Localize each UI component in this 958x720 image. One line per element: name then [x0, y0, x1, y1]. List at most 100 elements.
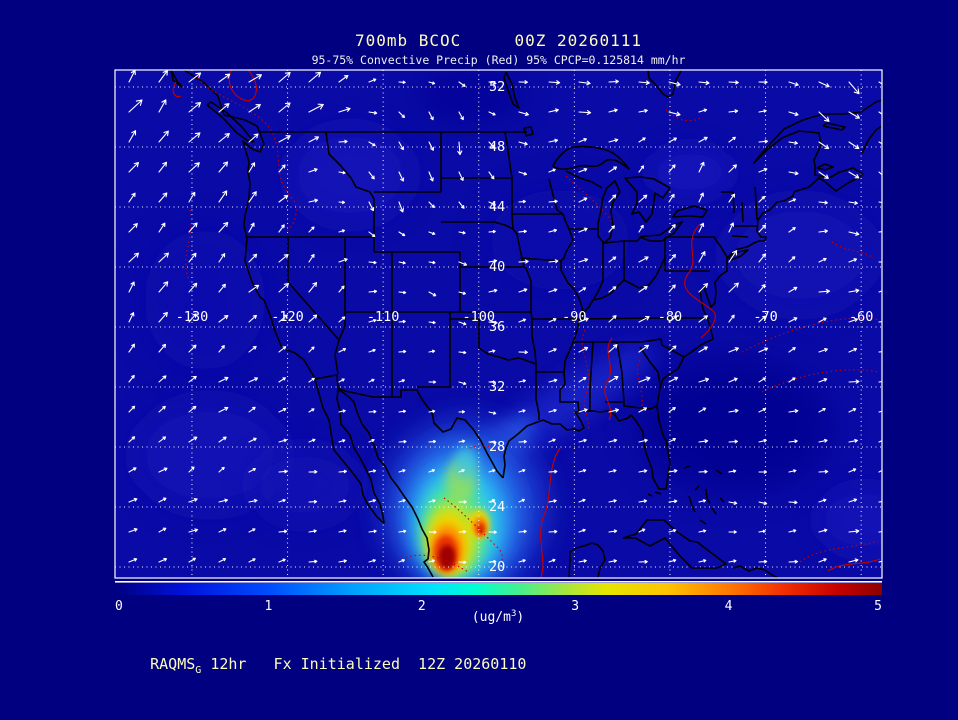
geo-boundary [523, 266, 532, 312]
map-border [114, 69, 883, 579]
colorbar-tick-label: 2 [418, 599, 426, 614]
geo-boundary [519, 257, 562, 262]
geo-boundary [654, 491, 662, 495]
field-blob [640, 360, 830, 490]
geo-boundary [450, 318, 540, 420]
field-blob [135, 400, 285, 510]
geo-boundary [206, 101, 255, 143]
geo-boundary [578, 317, 657, 320]
longitude-label: -130 [176, 309, 209, 325]
longitude-label: -100 [463, 309, 496, 325]
latitude-label: 44 [489, 199, 505, 215]
latitude-label: 24 [489, 499, 505, 515]
geo-boundary [688, 495, 696, 513]
unit-superscript: 3 [511, 609, 516, 619]
geo-boundary [170, 70, 183, 88]
field-blob [477, 523, 485, 535]
colorbar-top-line [115, 581, 882, 583]
field-blob [648, 146, 732, 198]
latitude-label: 28 [489, 439, 505, 455]
geo-boundary [523, 126, 534, 137]
wind-arrow-field [128, 70, 882, 564]
latitude-label: 20 [489, 559, 505, 575]
colorbar-gradient [115, 583, 882, 595]
geo-boundary [568, 542, 606, 578]
precip-contour-solid [228, 70, 257, 102]
geo-boundary [503, 71, 520, 109]
longitude-label: -120 [271, 309, 304, 325]
colorbar-tick-label: 0 [115, 599, 123, 614]
latitude-label: 52 [489, 79, 505, 95]
precip-contour-dotted [637, 359, 643, 413]
page-title: 700mb BCOC 00Z 20260111 [354, 31, 643, 50]
colorbar-tick-label: 1 [264, 599, 272, 614]
field-blob [817, 486, 882, 554]
geo-boundary [548, 178, 584, 415]
geo-boundary [589, 341, 594, 412]
colorbar-tick-label: 5 [874, 599, 882, 614]
geo-boundary [325, 131, 375, 252]
geo-boundary [816, 163, 834, 171]
geo-boundary [639, 221, 683, 242]
precip-contour-dotted [761, 369, 880, 393]
colorbar: 0 1 2 3 4 5 (ug/m3) [115, 581, 882, 625]
geo-boundary [565, 170, 603, 189]
field-blob [415, 70, 525, 125]
geo-boundary [647, 70, 682, 98]
axis-labels: -130 -120 -110 -100 -90 -80 -70 -60 52 48 44 40 36 32… [176, 79, 874, 575]
longitude-label: -110 [367, 309, 400, 325]
geo-boundary [624, 176, 671, 223]
latitude-label: 32 [489, 379, 505, 395]
longitude-label: -70 [753, 309, 777, 325]
precip-contour-solid [604, 337, 613, 421]
precip-contour-solid [540, 447, 561, 578]
precip-contour-dotted [831, 241, 875, 259]
geo-boundary [731, 235, 749, 238]
field-blob [145, 230, 265, 370]
geo-boundary [417, 312, 451, 388]
geo-boundary [694, 485, 700, 491]
longitude-label: -90 [562, 309, 586, 325]
geo-boundary [753, 99, 882, 193]
field-blob [725, 200, 875, 310]
precip-contour-solid [172, 81, 182, 98]
precip-contour-dotted [799, 540, 879, 563]
geo-boundary [715, 469, 723, 475]
geo-boundary [622, 519, 727, 569]
colorbar-tick-label: 3 [571, 599, 579, 614]
colorbar-unit-label: (ug/m3) [472, 609, 524, 625]
precip-contour-dotted [185, 209, 192, 283]
geo-boundary [639, 346, 661, 386]
geo-boundary [616, 341, 658, 410]
colorbar-ticks: 0 1 2 3 4 5 [115, 599, 882, 614]
map-area: -130 -120 -110 -100 -90 -80 -70 -60 52 48 44 40 36 32… [115, 70, 882, 578]
latitude-label: 36 [489, 319, 505, 335]
geo-boundary [711, 507, 717, 515]
geo-boundary [672, 205, 708, 218]
longitude-label: -60 [849, 309, 873, 325]
precip-contour-dotted [565, 175, 613, 223]
field-blob [490, 190, 630, 290]
geo-boundary [552, 145, 630, 170]
geo-boundary [665, 236, 728, 258]
geo-boundary [861, 125, 882, 154]
field-blob [439, 545, 455, 569]
model-caption: RAQMSG 12hr Fx Initialized 12Z 20260110 [114, 637, 526, 691]
geo-boundary [504, 131, 514, 230]
field-blob [250, 447, 360, 523]
precip-contour-dotted [197, 77, 297, 233]
latitude-label: 48 [489, 139, 505, 155]
geo-boundary [732, 565, 779, 578]
geo-boundary [822, 122, 846, 131]
wind-vectors [128, 70, 882, 564]
plot-subtitle: 95-75% Convective Precip (Red) 95% CPCP=… [311, 53, 686, 67]
model-name-subscript: G [195, 665, 202, 676]
latitude-label: 40 [489, 259, 505, 275]
geo-boundary [441, 221, 514, 230]
geo-boundary [705, 488, 711, 505]
geo-boundary [719, 497, 725, 503]
geo-boundary [683, 465, 691, 469]
longitude-label: -80 [658, 309, 682, 325]
model-caption-rest: 12hr Fx Initialized 12Z 20260110 [201, 655, 527, 673]
